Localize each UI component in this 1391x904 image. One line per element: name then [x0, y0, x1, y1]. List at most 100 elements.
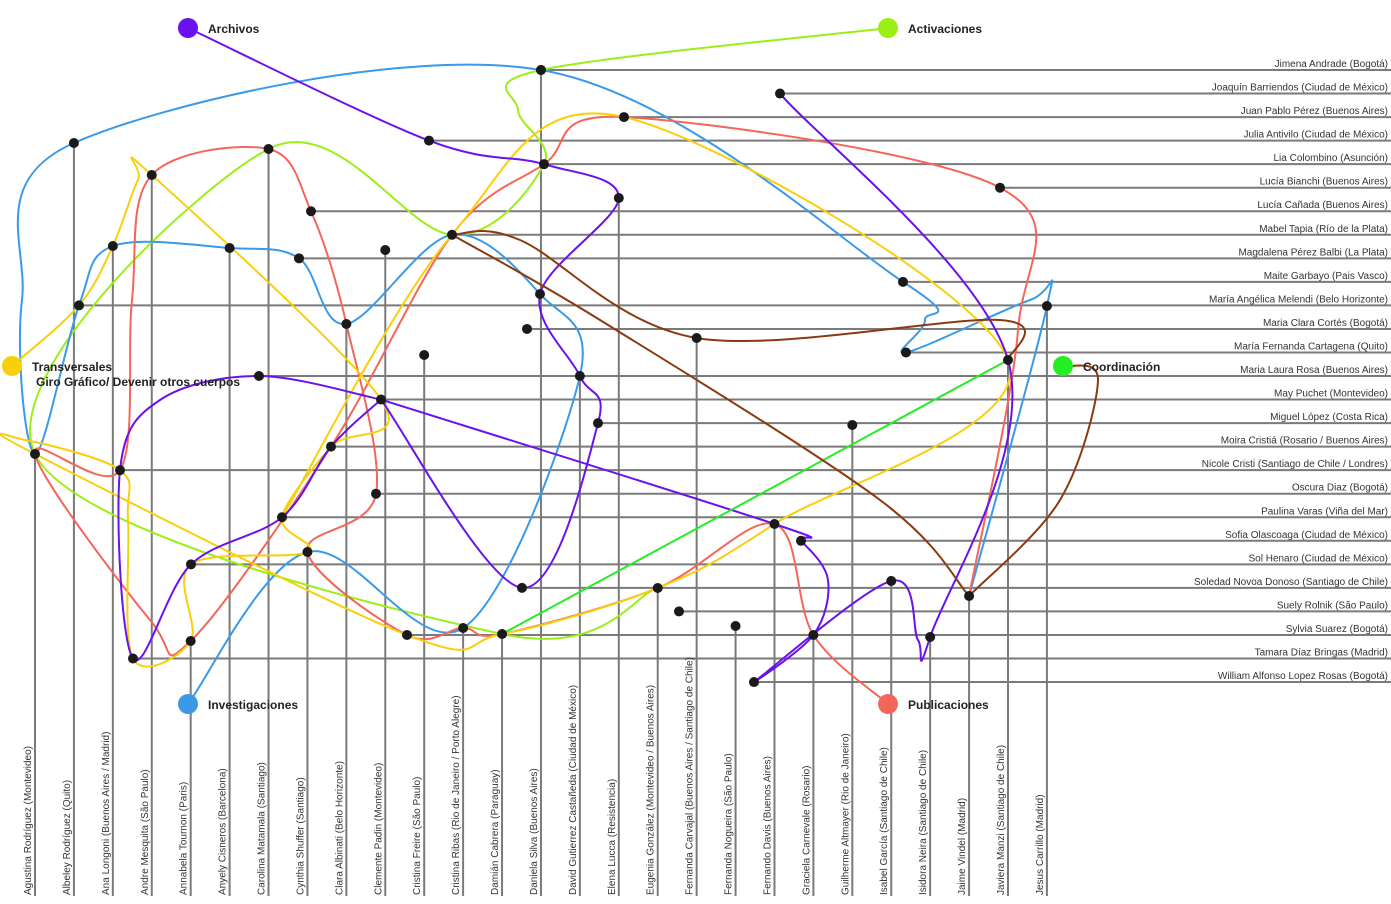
- person-node[interactable]: [326, 441, 336, 452]
- person-node[interactable]: [185, 636, 196, 646]
- person-node[interactable]: [186, 559, 196, 570]
- person-node[interactable]: [294, 253, 304, 264]
- person-node[interactable]: [497, 629, 508, 639]
- person-node[interactable]: [341, 319, 352, 329]
- hub-node-icon[interactable]: [2, 356, 22, 376]
- person-node[interactable]: [376, 394, 386, 405]
- hub-3[interactable]: Investigaciones: [178, 694, 298, 714]
- hub-4[interactable]: Publicaciones: [878, 694, 989, 714]
- person-node[interactable]: [652, 583, 663, 593]
- person-node[interactable]: [1003, 355, 1013, 365]
- person-node[interactable]: [458, 623, 469, 633]
- column-person-label: Elena Lucca (Resistencia): [607, 779, 618, 895]
- column-person-label: Anyely Cisneros (Barcelona): [218, 768, 229, 895]
- person-node[interactable]: [224, 243, 235, 253]
- person-node[interactable]: [419, 350, 430, 360]
- column-person-label: Clara Albinati (Belo Horizonte): [334, 761, 345, 895]
- person-node[interactable]: [402, 629, 412, 640]
- hub-1[interactable]: Activaciones: [878, 18, 982, 38]
- person-node[interactable]: [74, 300, 84, 311]
- column-person-label: Guilherme Altmayer (Rio de Janeiro): [840, 733, 851, 895]
- row-person-label: Moira Cristiá (Rosario / Buenos Aires): [1221, 436, 1388, 447]
- row-person-label: Oscura Diaz (Bogotá): [1292, 483, 1388, 494]
- person-node[interactable]: [847, 420, 858, 430]
- person-node[interactable]: [522, 323, 532, 334]
- person-node[interactable]: [749, 677, 759, 688]
- hub-node-icon[interactable]: [878, 694, 898, 714]
- person-node[interactable]: [254, 371, 264, 382]
- hub-node-icon[interactable]: [1053, 356, 1073, 376]
- person-node[interactable]: [263, 144, 274, 154]
- row-person-label: Sofia Olascoaga (Ciudad de México): [1225, 530, 1388, 541]
- person-node[interactable]: [535, 289, 545, 299]
- column-person-label: Cristina Ribas (Rio de Janeiro / Porto A…: [451, 695, 462, 895]
- column-person-label: Jaime Vindel (Madrid): [957, 798, 968, 895]
- person-node[interactable]: [536, 65, 546, 75]
- person-node[interactable]: [901, 347, 911, 358]
- person-node[interactable]: [619, 112, 629, 123]
- connection-curve: [33, 115, 1038, 705]
- person-node[interactable]: [775, 88, 785, 99]
- person-node[interactable]: [613, 193, 624, 203]
- person-node[interactable]: [306, 206, 316, 217]
- person-node[interactable]: [808, 630, 819, 640]
- row-person-label: Paulina Varas (Viña del Mar): [1261, 506, 1388, 517]
- hub-node-icon[interactable]: [878, 18, 898, 38]
- hub-subtitle: Giro Gráfico/ Devenir otros cuerpos: [36, 375, 240, 389]
- person-node[interactable]: [68, 138, 79, 148]
- person-node[interactable]: [886, 576, 897, 586]
- person-node[interactable]: [730, 621, 741, 631]
- row-person-label: Sol Henaro (Ciudad de México): [1248, 553, 1388, 564]
- person-node[interactable]: [674, 606, 684, 617]
- person-node[interactable]: [115, 465, 125, 476]
- row-person-label: Maite Garbayo (Pais Vasco): [1264, 271, 1388, 282]
- person-node[interactable]: [925, 632, 936, 642]
- column-person-label: Cynthia Shuffer (Santiago): [295, 777, 306, 895]
- hub-node-icon[interactable]: [178, 694, 198, 714]
- connection-curves: [0, 27, 1100, 705]
- person-node[interactable]: [447, 229, 457, 240]
- hub-node-icon[interactable]: [178, 18, 198, 38]
- person-node[interactable]: [1041, 301, 1052, 311]
- person-node[interactable]: [277, 512, 287, 523]
- row-person-label: Magdalena Pérez Balbi (La Plata): [1238, 247, 1388, 258]
- person-node[interactable]: [424, 135, 434, 146]
- row-person-label: Maria Clara Cortés (Bogotá): [1263, 318, 1388, 329]
- hub-5[interactable]: Coordinación: [1053, 356, 1160, 376]
- hub-label: Activaciones: [908, 22, 982, 36]
- person-node[interactable]: [995, 182, 1005, 193]
- person-nodes: [30, 65, 1052, 688]
- person-node[interactable]: [898, 276, 908, 287]
- person-node[interactable]: [302, 547, 313, 557]
- person-node[interactable]: [593, 418, 603, 429]
- connection-curve: [16, 63, 1054, 705]
- person-node[interactable]: [128, 653, 138, 664]
- row-person-label: Miguel López (Costa Rica): [1270, 412, 1388, 423]
- person-node[interactable]: [796, 535, 806, 546]
- person-node[interactable]: [30, 449, 40, 459]
- column-person-label: Fernanda Nogueira (São Paulo): [724, 753, 735, 895]
- person-node[interactable]: [691, 333, 702, 343]
- column-person-label: Ana Longoni (Buenos Aires / Madrid): [101, 732, 112, 895]
- column-person-label: Cristina Freire (São Paulo): [412, 777, 423, 895]
- row-person-label: Juan Pablo Pérez (Buenos Aires): [1241, 106, 1388, 117]
- hub-0[interactable]: Archivos: [178, 18, 260, 38]
- person-node[interactable]: [371, 488, 381, 499]
- person-node[interactable]: [539, 159, 549, 170]
- person-node[interactable]: [964, 591, 975, 601]
- column-person-label: Eugenia González (Montevideo / Buenos Ai…: [646, 685, 657, 895]
- column-person-label: Andre Mesquita (São Paulo): [140, 769, 151, 895]
- person-node[interactable]: [380, 245, 391, 255]
- person-node[interactable]: [769, 519, 780, 529]
- person-node[interactable]: [517, 582, 527, 593]
- column-person-label: Jesus Carrillo (Madrid): [1035, 794, 1046, 895]
- connection-curve: [187, 27, 620, 589]
- row-person-label: Lia Colombino (Asunción): [1273, 153, 1388, 164]
- person-node[interactable]: [146, 170, 157, 180]
- person-node[interactable]: [107, 241, 118, 251]
- row-person-label: Mabel Tapia (Río de la Plata): [1259, 224, 1388, 235]
- person-node[interactable]: [574, 371, 585, 381]
- row-person-label: Suely Rolnik (São Paulo): [1277, 600, 1388, 611]
